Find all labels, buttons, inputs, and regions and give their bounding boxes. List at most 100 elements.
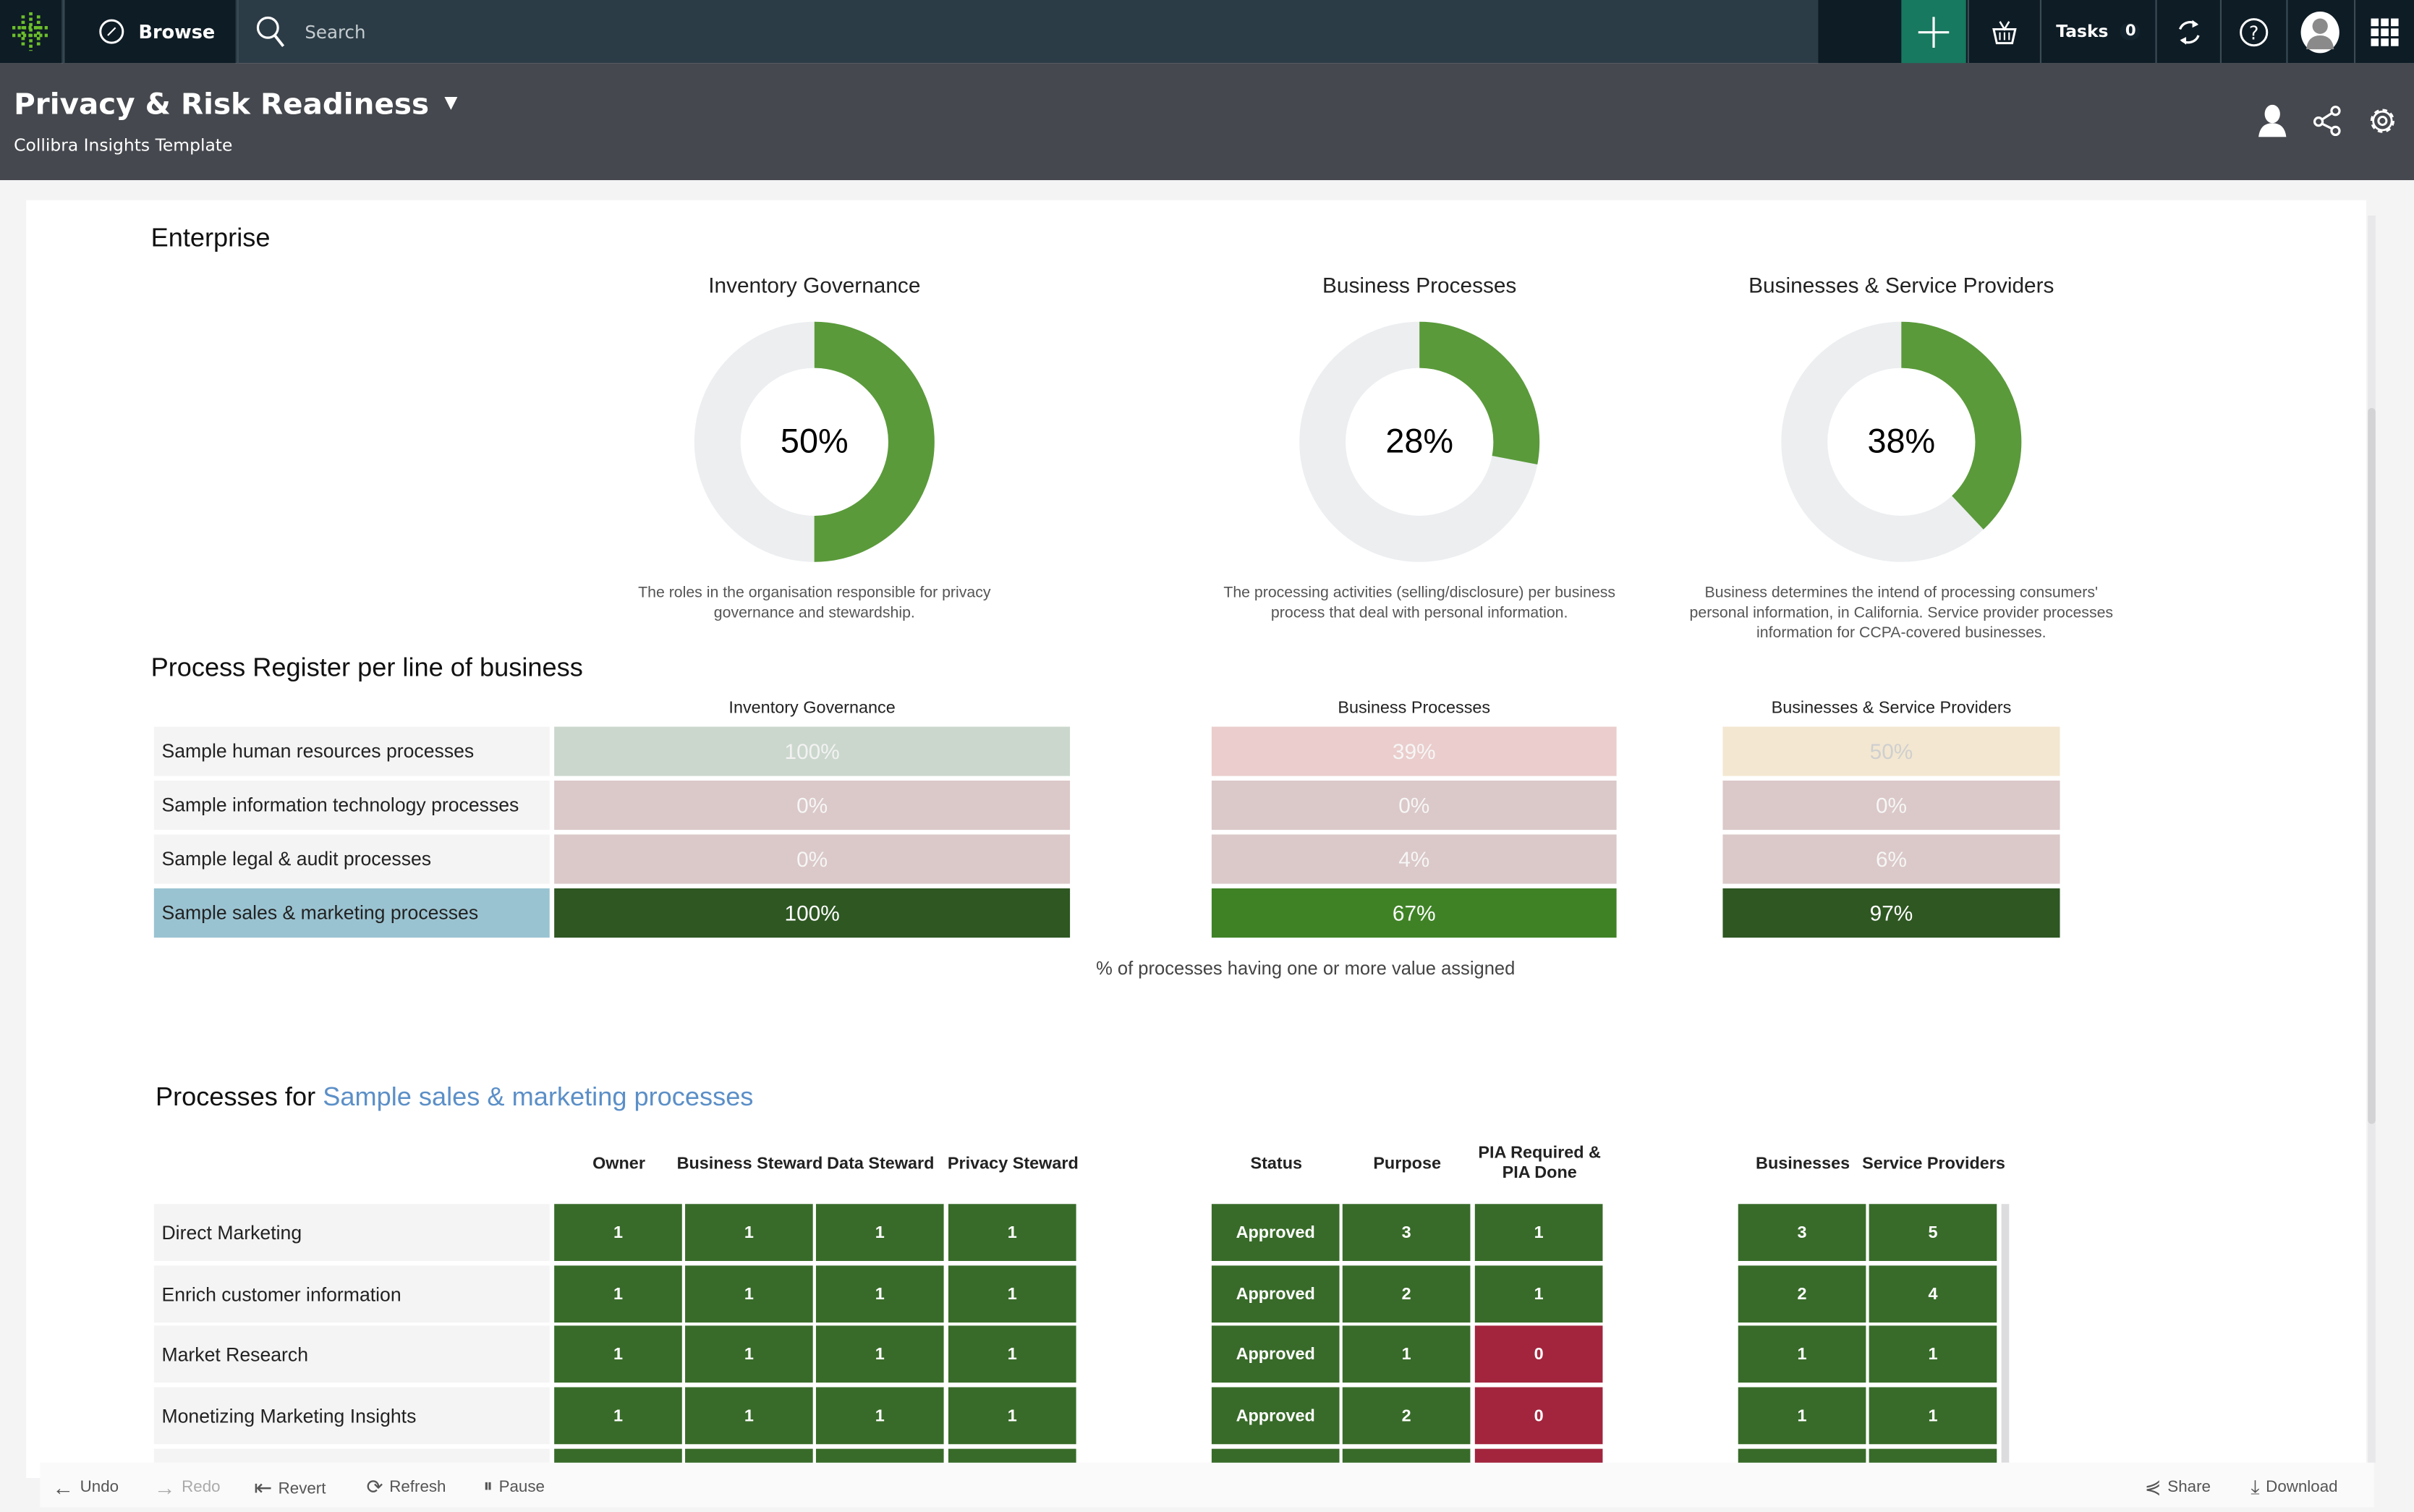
table-column-header[interactable]: Businesses bbox=[1756, 1154, 1850, 1173]
table-cell[interactable]: 1 bbox=[554, 1204, 682, 1261]
revert-button[interactable]: ⇤ Revert bbox=[254, 1475, 326, 1501]
table-cell[interactable]: 1 bbox=[554, 1387, 682, 1445]
table-column-header[interactable]: PIA Required & PIA Done bbox=[1478, 1144, 1601, 1183]
heatmap-cell[interactable]: 0% bbox=[554, 834, 1071, 884]
table-scrollbar[interactable] bbox=[2001, 1204, 2010, 1463]
user-avatar[interactable] bbox=[2286, 0, 2353, 64]
donut-segment[interactable] bbox=[1781, 321, 2022, 562]
pause-button[interactable]: ⏸ Pause bbox=[483, 1475, 545, 1498]
table-cell[interactable]: 1 bbox=[815, 1204, 944, 1261]
table-cell[interactable]: 0 bbox=[1474, 1387, 1603, 1445]
table-row-label[interactable]: Monetizing Marketing Insights bbox=[153, 1387, 550, 1445]
table-cell[interactable]: 1 bbox=[815, 1265, 944, 1323]
tasks-button[interactable]: Tasks 0 bbox=[2039, 0, 2156, 64]
selected-line-link[interactable]: Sample sales & marketing processes bbox=[323, 1082, 754, 1112]
refresh-button[interactable]: ⟳ Refresh bbox=[367, 1475, 446, 1500]
heatmap-cell[interactable]: 100% bbox=[554, 726, 1071, 776]
table-column-header[interactable]: Owner bbox=[592, 1154, 645, 1173]
undo-button[interactable]: ← Undo bbox=[52, 1474, 119, 1500]
table-column-header[interactable]: Business Steward bbox=[676, 1154, 823, 1173]
logo[interactable] bbox=[0, 0, 62, 64]
heatmap-cell[interactable]: 67% bbox=[1211, 888, 1617, 938]
heatmap-row-label[interactable]: Sample information technology processes bbox=[153, 780, 550, 831]
table-row-label[interactable]: Market Research bbox=[153, 1325, 550, 1383]
table-cell[interactable]: 1 bbox=[948, 1325, 1076, 1383]
table-column-header[interactable]: Data Steward bbox=[827, 1154, 935, 1173]
donut-segment[interactable] bbox=[1299, 321, 1540, 562]
table-cell[interactable]: 5 bbox=[1869, 1204, 1997, 1261]
heatmap-cell[interactable]: 50% bbox=[1722, 726, 2060, 776]
table-cell[interactable]: 1 bbox=[1342, 1325, 1471, 1383]
table-cell[interactable]: Approved bbox=[1211, 1204, 1340, 1261]
table-cell-partial bbox=[1474, 1448, 1603, 1463]
browse-button[interactable]: Browse bbox=[63, 0, 236, 64]
revert-icon: ⇤ bbox=[254, 1474, 273, 1500]
table-cell[interactable]: 3 bbox=[1738, 1204, 1866, 1261]
table-cell[interactable]: 1 bbox=[1869, 1325, 1997, 1383]
redo-button[interactable]: → Redo bbox=[153, 1474, 221, 1500]
heatmap-cell[interactable]: 100% bbox=[554, 888, 1071, 938]
donut-description: Business determines the intend of proces… bbox=[1689, 585, 2114, 642]
heatmap-column-header: Business Processes bbox=[1338, 699, 1491, 718]
donut-segment[interactable] bbox=[694, 321, 935, 562]
heatmap-cell[interactable]: 0% bbox=[554, 780, 1071, 831]
heatmap-row-label[interactable]: Sample legal & audit processes bbox=[153, 834, 550, 884]
table-cell[interactable]: 1 bbox=[948, 1387, 1076, 1445]
help-button[interactable]: ? bbox=[2219, 0, 2287, 64]
table-cell[interactable]: 1 bbox=[948, 1265, 1076, 1323]
table-cell[interactable]: 1 bbox=[685, 1325, 813, 1383]
table-cell[interactable]: 1 bbox=[554, 1265, 682, 1323]
table-cell[interactable]: 1 bbox=[685, 1387, 813, 1445]
table-row-label[interactable]: Enrich customer information bbox=[153, 1265, 550, 1323]
table-cell[interactable]: 2 bbox=[1342, 1387, 1471, 1445]
search-input[interactable]: Search bbox=[237, 0, 1817, 64]
share-icon[interactable] bbox=[2313, 105, 2344, 137]
heatmap-row-label[interactable]: Sample human resources processes bbox=[153, 726, 550, 776]
caret-down-icon[interactable]: ▼ bbox=[444, 92, 458, 113]
table-row-label[interactable]: Direct Marketing bbox=[153, 1204, 550, 1261]
vertical-scrollbar[interactable] bbox=[2368, 215, 2376, 1463]
heatmap-cell[interactable]: 0% bbox=[1722, 780, 2060, 831]
table-column-header[interactable]: Service Providers bbox=[1862, 1154, 2005, 1173]
table-cell[interactable]: 1 bbox=[1474, 1204, 1603, 1261]
table-cell[interactable]: 3 bbox=[1342, 1204, 1471, 1261]
heatmap-cell[interactable]: 6% bbox=[1722, 834, 2060, 884]
table-cell[interactable]: 1 bbox=[554, 1325, 682, 1383]
table-cell[interactable]: 1 bbox=[1738, 1387, 1866, 1445]
heatmap-cell[interactable]: 39% bbox=[1211, 726, 1617, 776]
page-title[interactable]: Privacy & Risk Readiness ▼ bbox=[14, 88, 458, 122]
plus-icon bbox=[1918, 16, 1950, 47]
table-cell[interactable]: 1 bbox=[685, 1204, 813, 1261]
create-button[interactable] bbox=[1901, 0, 1966, 64]
table-cell[interactable]: Approved bbox=[1211, 1325, 1340, 1383]
heatmap-row-label[interactable]: Sample sales & marketing processes bbox=[153, 888, 550, 938]
scrollbar-thumb[interactable] bbox=[2368, 407, 2376, 1124]
table-cell[interactable]: Approved bbox=[1211, 1265, 1340, 1323]
table-cell[interactable]: 1 bbox=[1474, 1265, 1603, 1323]
table-cell[interactable]: 1 bbox=[1869, 1387, 1997, 1445]
download-button[interactable]: ⤓ Download bbox=[2251, 1475, 2337, 1500]
table-cell[interactable]: 1 bbox=[815, 1387, 944, 1445]
user-icon[interactable] bbox=[2257, 104, 2288, 137]
share-button[interactable]: ⋞ Share bbox=[2145, 1475, 2211, 1500]
table-column-header[interactable]: Privacy Steward bbox=[947, 1154, 1079, 1173]
basket-button[interactable] bbox=[1967, 0, 2040, 64]
table-cell-partial bbox=[1342, 1448, 1471, 1463]
table-cell[interactable]: 1 bbox=[815, 1325, 944, 1383]
heatmap-cell[interactable]: 4% bbox=[1211, 834, 1617, 884]
table-cell[interactable]: 1 bbox=[685, 1265, 813, 1323]
table-cell[interactable]: Approved bbox=[1211, 1387, 1340, 1445]
table-cell[interactable]: 2 bbox=[1738, 1265, 1866, 1323]
settings-gear-icon[interactable] bbox=[2366, 105, 2399, 137]
table-cell[interactable]: 2 bbox=[1342, 1265, 1471, 1323]
table-column-header[interactable]: Purpose bbox=[1373, 1154, 1441, 1173]
apps-menu-button[interactable] bbox=[2354, 0, 2414, 64]
heatmap-cell[interactable]: 97% bbox=[1722, 888, 2060, 938]
heatmap-cell[interactable]: 0% bbox=[1211, 780, 1617, 831]
table-cell[interactable]: 4 bbox=[1869, 1265, 1997, 1323]
table-column-header[interactable]: Status bbox=[1250, 1154, 1303, 1173]
table-cell[interactable]: 1 bbox=[1738, 1325, 1866, 1383]
sync-button[interactable] bbox=[2155, 0, 2219, 64]
table-cell[interactable]: 1 bbox=[948, 1204, 1076, 1261]
table-cell[interactable]: 0 bbox=[1474, 1325, 1603, 1383]
